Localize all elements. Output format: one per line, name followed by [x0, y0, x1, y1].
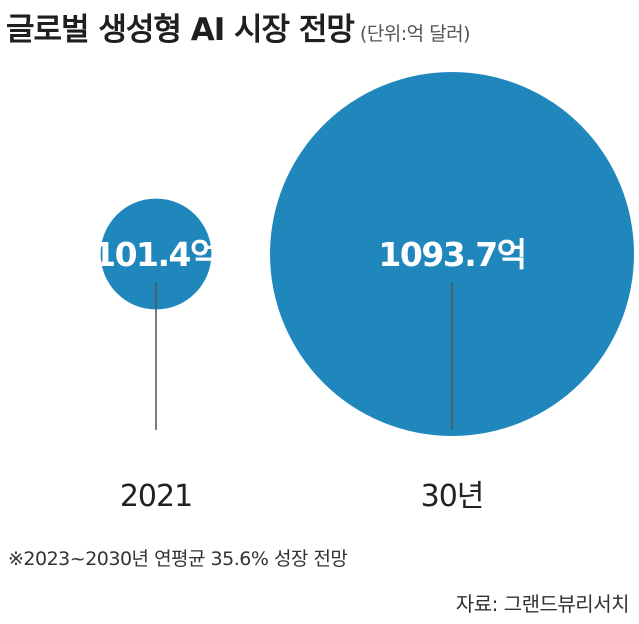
footnote: ※2023~2030년 연평균 35.6% 성장 전망 — [8, 548, 348, 570]
bubble-1 — [100, 198, 212, 310]
title-row: 글로벌 생성형 AI 시장 전망 (단위:억 달러) — [6, 4, 471, 49]
bubble-2 — [270, 72, 634, 436]
value-label-2: 1093.7억 — [378, 235, 525, 274]
value-label-1: 101.4억 — [93, 235, 219, 274]
unit-label: (단위:억 달러) — [359, 23, 471, 45]
category-label-2: 30년 — [421, 479, 484, 514]
chart-title: 글로벌 생성형 AI 시장 전망 — [6, 12, 355, 48]
source-label: 자료: 그랜드뷰리서치 — [455, 592, 630, 616]
category-label-1: 2021 — [120, 479, 192, 514]
